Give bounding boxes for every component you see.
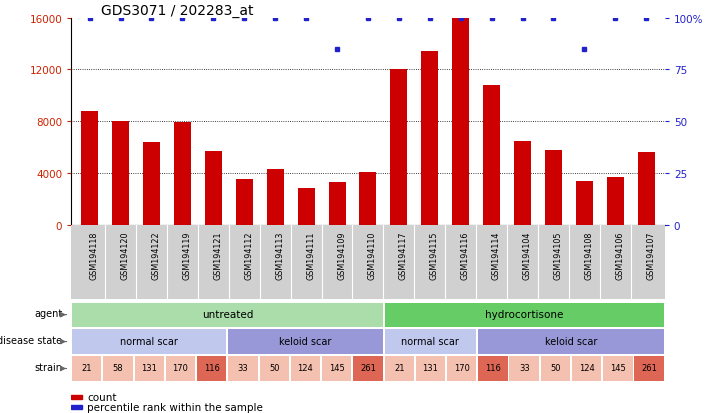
Bar	[541, 356, 570, 381]
Text: GSM194117: GSM194117	[399, 231, 408, 280]
Bar	[81, 112, 98, 225]
Bar	[328, 183, 346, 225]
Text: GSM194118: GSM194118	[90, 231, 99, 279]
Bar	[197, 356, 226, 381]
Text: 116: 116	[485, 363, 501, 373]
Text: 131: 131	[422, 363, 439, 373]
Bar	[174, 123, 191, 225]
Bar	[298, 189, 314, 225]
Bar	[291, 356, 320, 381]
Bar	[112, 122, 129, 225]
Text: 58: 58	[112, 363, 123, 373]
Bar	[71, 405, 82, 409]
Text: GSM194110: GSM194110	[368, 231, 377, 279]
Text: 124: 124	[579, 363, 594, 373]
Bar	[72, 330, 226, 354]
Bar	[267, 170, 284, 225]
Text: keloid scar: keloid scar	[545, 336, 597, 346]
Bar	[322, 356, 351, 381]
Text: 33: 33	[237, 363, 248, 373]
Bar	[260, 356, 289, 381]
Text: GSM194108: GSM194108	[584, 231, 594, 279]
Text: GSM194112: GSM194112	[245, 231, 253, 280]
Text: GSM194105: GSM194105	[553, 231, 562, 280]
Bar	[576, 181, 593, 225]
Text: 170: 170	[454, 363, 470, 373]
Text: hydrocortisone: hydrocortisone	[485, 309, 563, 319]
Text: GSM194111: GSM194111	[306, 231, 315, 279]
Bar	[143, 142, 160, 225]
Text: keloid scar: keloid scar	[279, 336, 331, 346]
Text: GDS3071 / 202283_at: GDS3071 / 202283_at	[101, 4, 253, 18]
Bar	[390, 70, 407, 225]
Text: GSM194115: GSM194115	[429, 231, 439, 280]
Bar	[134, 356, 164, 381]
Bar	[353, 356, 383, 381]
Bar	[634, 356, 664, 381]
Text: GSM194114: GSM194114	[491, 231, 501, 279]
Text: strain: strain	[35, 362, 63, 372]
Text: count: count	[87, 392, 117, 402]
Bar	[228, 330, 383, 354]
Text: 124: 124	[298, 363, 314, 373]
Bar	[638, 153, 655, 225]
Text: GSM194122: GSM194122	[151, 231, 161, 280]
Text: 261: 261	[641, 363, 657, 373]
Bar	[360, 172, 376, 225]
Text: 21: 21	[394, 363, 405, 373]
Bar	[422, 52, 438, 225]
Bar	[385, 330, 476, 354]
Text: GSM194120: GSM194120	[121, 231, 129, 280]
Bar	[416, 356, 445, 381]
Bar	[545, 150, 562, 225]
Text: disease state: disease state	[0, 335, 63, 345]
Bar	[103, 356, 133, 381]
Text: GSM194113: GSM194113	[275, 231, 284, 279]
Text: normal scar: normal scar	[120, 336, 178, 346]
Text: 116: 116	[204, 363, 220, 373]
Bar	[603, 356, 633, 381]
Text: GSM194104: GSM194104	[523, 231, 532, 279]
Text: normal scar: normal scar	[402, 336, 459, 346]
Bar	[479, 356, 508, 381]
Text: 50: 50	[269, 363, 279, 373]
Bar	[514, 141, 531, 225]
Text: untreated: untreated	[202, 309, 253, 319]
Bar	[385, 303, 664, 327]
Text: 261: 261	[360, 363, 376, 373]
Text: GSM194109: GSM194109	[337, 231, 346, 280]
Bar	[205, 152, 222, 225]
Bar	[606, 177, 624, 225]
Text: agent: agent	[34, 309, 63, 318]
Bar	[572, 356, 602, 381]
Text: 170: 170	[173, 363, 188, 373]
Text: GSM194121: GSM194121	[213, 231, 223, 280]
Text: GSM194119: GSM194119	[183, 231, 191, 280]
Text: 131: 131	[141, 363, 157, 373]
Bar	[483, 86, 500, 225]
Text: 50: 50	[550, 363, 561, 373]
Bar	[228, 356, 257, 381]
Bar	[385, 356, 414, 381]
Text: GSM194116: GSM194116	[461, 231, 470, 279]
Text: 21: 21	[82, 363, 92, 373]
Text: 145: 145	[328, 363, 345, 373]
Bar	[166, 356, 195, 381]
Text: 33: 33	[519, 363, 530, 373]
Text: percentile rank within the sample: percentile rank within the sample	[87, 402, 263, 412]
Bar	[510, 356, 539, 381]
Text: GSM194107: GSM194107	[646, 231, 656, 280]
Bar	[72, 356, 102, 381]
Bar	[452, 19, 469, 225]
Bar	[72, 303, 383, 327]
Text: GSM194106: GSM194106	[615, 231, 624, 279]
Bar	[71, 395, 82, 399]
Text: 145: 145	[610, 363, 626, 373]
Bar	[236, 180, 253, 225]
Bar	[479, 330, 664, 354]
Bar	[447, 356, 476, 381]
